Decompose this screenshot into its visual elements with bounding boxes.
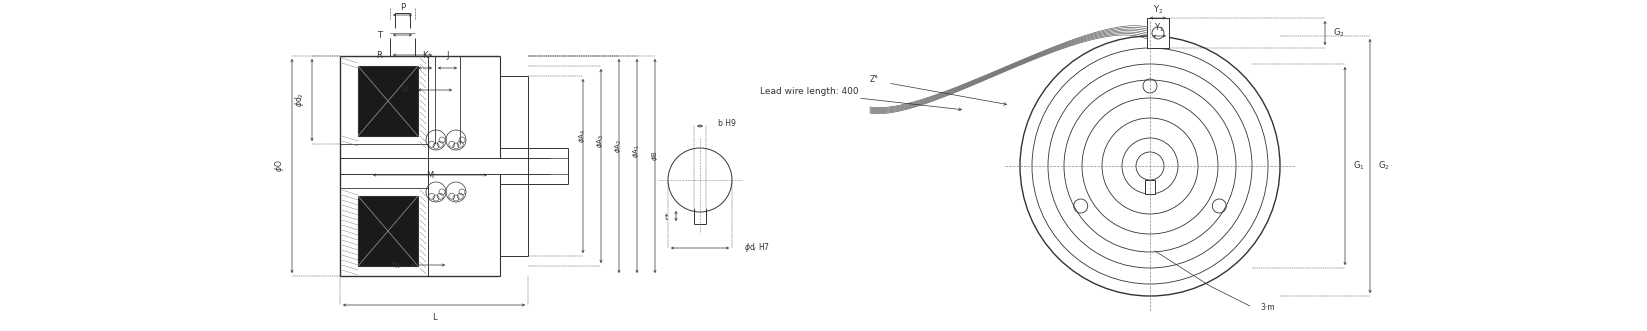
Text: $\phi$d$_i$ H7: $\phi$d$_i$ H7: [744, 242, 771, 255]
Text: U: U: [400, 85, 407, 94]
Text: $\phi$A$_4$: $\phi$A$_4$: [578, 129, 588, 143]
Text: G$_1$: G$_1$: [1352, 160, 1365, 172]
Bar: [357, 66, 418, 136]
Text: 3·m: 3·m: [1260, 304, 1275, 312]
Text: Y$_2$: Y$_2$: [1153, 4, 1163, 16]
Text: T: T: [377, 30, 382, 39]
Text: Y$_1$: Y$_1$: [1155, 22, 1164, 34]
Text: b H9: b H9: [718, 119, 736, 128]
Bar: [1145, 180, 1155, 194]
Bar: [357, 196, 418, 266]
Text: L: L: [432, 312, 436, 321]
Text: R: R: [376, 51, 382, 60]
Text: Lead wire length: 400: Lead wire length: 400: [759, 87, 858, 97]
Text: M: M: [427, 170, 433, 179]
Text: *n: *n: [392, 260, 400, 269]
Text: $\phi$A$_1$: $\phi$A$_1$: [632, 144, 642, 158]
Text: G$_2$: G$_2$: [1332, 27, 1344, 39]
Text: G$_2$: G$_2$: [1379, 160, 1390, 172]
Text: J: J: [446, 52, 448, 61]
Text: P: P: [400, 4, 405, 13]
Text: $\phi$d$_2$: $\phi$d$_2$: [293, 93, 306, 108]
Bar: [1146, 18, 1169, 48]
Text: $\phi$A$_2$: $\phi$A$_2$: [614, 139, 624, 153]
Text: $\phi$B: $\phi$B: [651, 151, 660, 162]
Text: $\phi$A$_3$: $\phi$A$_3$: [596, 134, 606, 148]
Text: K: K: [422, 52, 428, 61]
Text: t: t: [665, 213, 669, 222]
Text: Z°: Z°: [870, 75, 879, 84]
Text: $\phi$O: $\phi$O: [273, 160, 287, 172]
